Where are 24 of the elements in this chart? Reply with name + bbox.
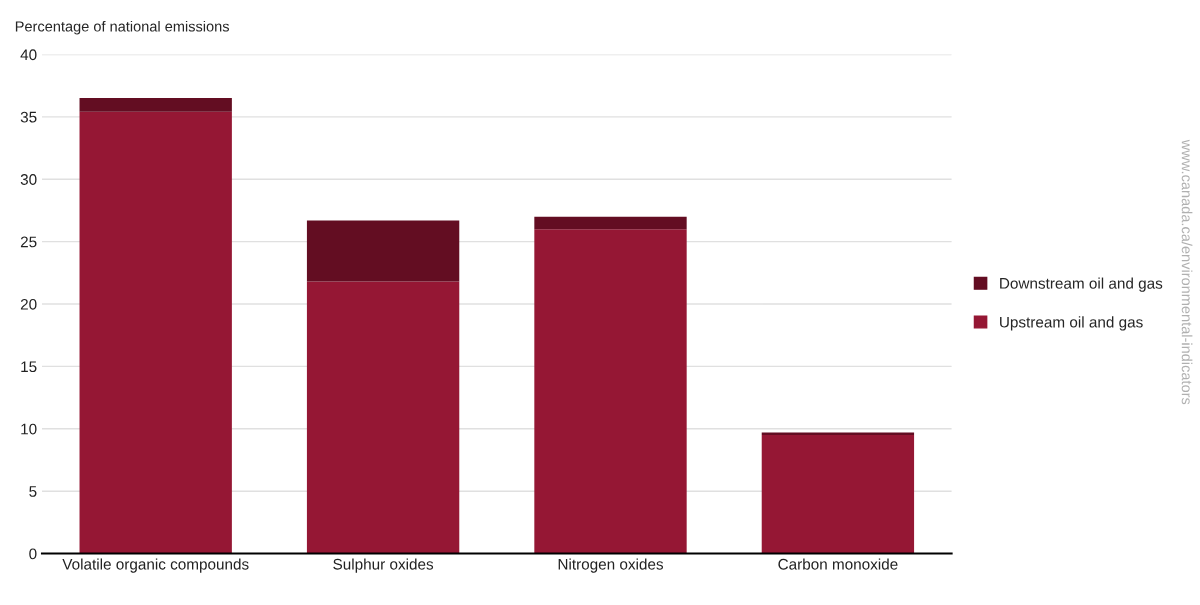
x-tick-label: Nitrogen oxides xyxy=(558,558,664,573)
x-tick-label: Carbon monoxide xyxy=(778,558,898,570)
y-tick-label: 20 xyxy=(20,298,37,310)
y-tick-label: 10 xyxy=(21,423,37,435)
bar xyxy=(306,220,460,282)
y-tick-label: 30 xyxy=(20,174,37,185)
legend-label: Downstream oil and gas xyxy=(1000,277,1163,292)
y-tick-label: 35 xyxy=(20,111,37,123)
text: www.canada.ca/environmental-indicators xyxy=(1181,139,1193,405)
x-tick-label: Sulphur oxides xyxy=(333,558,434,573)
legend-label: Upstream oil and gas xyxy=(1000,316,1143,331)
bar xyxy=(534,229,687,554)
y-axis-title: Percentage of national emissions xyxy=(15,20,230,35)
bar xyxy=(534,216,687,230)
y-tick-label: 15 xyxy=(21,361,37,373)
y-tick-label: 5 xyxy=(29,486,37,497)
y-tick-label: 0 xyxy=(29,548,37,560)
bar xyxy=(79,111,232,554)
y-tick-label: 40 xyxy=(20,49,37,61)
y-tick-label: 25 xyxy=(20,236,37,248)
bar xyxy=(306,281,460,554)
bar xyxy=(79,98,232,112)
x-tick-label: Volatile organic compounds xyxy=(62,558,249,573)
bar xyxy=(761,435,915,554)
